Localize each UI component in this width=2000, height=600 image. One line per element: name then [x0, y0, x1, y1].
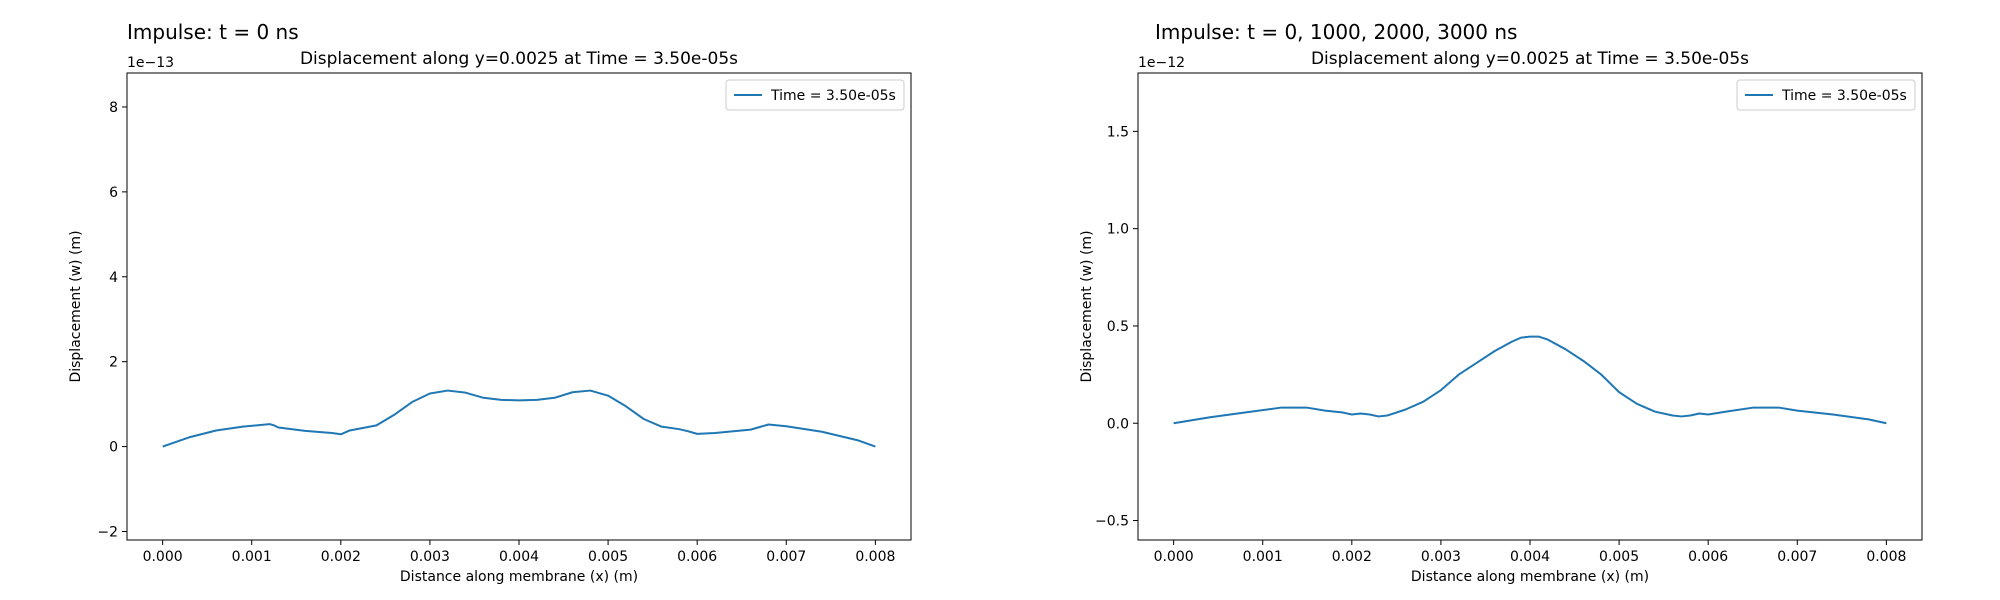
chart-1-chart-title: Displacement along y=0.0025 at Time = 3.…	[1311, 49, 1749, 69]
chart-0-y-tick-label: −2	[97, 525, 118, 541]
left-panel-heading: Impulse: t = 0 ns	[127, 20, 299, 44]
right-line-chart: 0.000 0.001 0.002 0.003 0.004 0.005 0.006 0.007…	[1079, 49, 1923, 585]
chart-0-legend-label: Time = 3.50e-05s	[770, 88, 896, 104]
chart-0-x-tick-label: 0.003	[410, 549, 450, 565]
chart-1-y-tick-label: 1.0	[1107, 222, 1129, 238]
chart-1-y-axis-label: Displacement (w) (m)	[1079, 230, 1095, 382]
chart-0-x-tick-label: 0.008	[855, 549, 895, 565]
chart-0-y-tick-label: 4	[109, 270, 118, 286]
left-line-chart: 0.000 0.001 0.002 0.003 0.004 0.005 0.006 0.007…	[68, 49, 912, 585]
chart-1-x-axis-label: Distance along membrane (x) (m)	[1411, 569, 1649, 585]
chart-1-x-tick-label: 0.007	[1777, 549, 1817, 565]
chart-1-x-tick-label: 0.006	[1688, 549, 1728, 565]
chart-1-x-tick-label: 0.008	[1866, 549, 1906, 565]
chart-1-axes-frame	[1137, 72, 1923, 541]
chart-0-x-tick-label: 0.006	[677, 549, 717, 565]
chart-0-y-axis-label: Displacement (w) (m)	[68, 230, 84, 382]
chart-0-y-tick-label: 8	[109, 100, 118, 116]
chart-0-x-tick-label: 0.001	[232, 549, 272, 565]
chart-0-x-tick-label: 0.007	[766, 549, 806, 565]
chart-0-legend-box	[725, 79, 905, 111]
chart-1-series-line	[1173, 335, 1887, 425]
right-chart-panel: Impulse: t = 0, 1000, 2000, 3000 ns 0.00…	[1000, 0, 2000, 600]
chart-1-x-tick-label: 0.002	[1332, 549, 1372, 565]
chart-1-legend-label: Time = 3.50e-05s	[1781, 88, 1907, 104]
chart-1-x-tick-label: 0.004	[1510, 549, 1550, 565]
chart-0-series-line	[162, 389, 876, 448]
chart-0-y-tick-label: 6	[109, 185, 118, 201]
chart-1-y-tick-label: 0.5	[1107, 319, 1129, 335]
right-panel-heading: Impulse: t = 0, 1000, 2000, 3000 ns	[1155, 20, 1518, 44]
chart-1-y-tick-label: 0.0	[1107, 416, 1129, 432]
chart-0-chart-title: Displacement along y=0.0025 at Time = 3.…	[300, 49, 738, 69]
chart-1-x-tick-label: 0.000	[1154, 549, 1194, 565]
chart-0-axes-frame	[126, 72, 912, 541]
chart-1-x-tick-label: 0.005	[1599, 549, 1639, 565]
chart-0-x-tick-label: 0.000	[143, 549, 183, 565]
chart-1-x-tick-label: 0.003	[1421, 549, 1461, 565]
chart-1-y-tick-label: 1.5	[1107, 124, 1129, 140]
chart-0-y-tick-label: 2	[109, 355, 118, 371]
chart-0-x-tick-label: 0.005	[588, 549, 628, 565]
chart-1-x-tick-label: 0.001	[1243, 549, 1283, 565]
chart-1-axis-scale-factor: 1e−12	[1138, 55, 1185, 71]
chart-0-x-axis-label: Distance along membrane (x) (m)	[400, 569, 638, 585]
chart-1-y-tick-label: −0.5	[1095, 514, 1129, 530]
chart-0-y-tick-label: 0	[109, 440, 118, 456]
chart-0-x-tick-label: 0.002	[321, 549, 361, 565]
chart-0-x-tick-label: 0.004	[499, 549, 539, 565]
chart-0-axis-scale-factor: 1e−13	[127, 55, 174, 71]
chart-1-legend-box	[1736, 79, 1916, 111]
left-chart-panel: Impulse: t = 0 ns 0.000 0.001 0.002 0.003 0.…	[68, 20, 912, 585]
